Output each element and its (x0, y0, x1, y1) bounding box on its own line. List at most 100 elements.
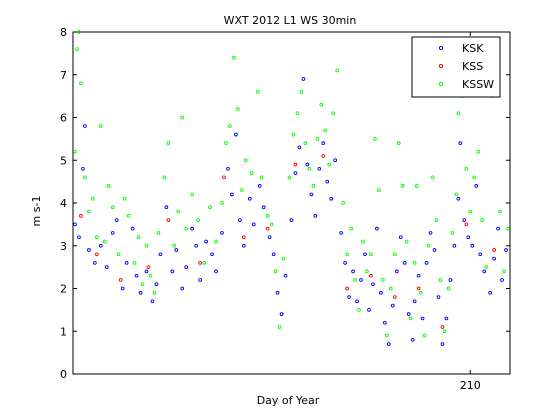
data-point (293, 162, 298, 167)
data-point (134, 273, 139, 278)
data-point (456, 111, 461, 116)
data-point (91, 196, 95, 201)
data-point (400, 184, 405, 188)
data-point (468, 209, 473, 214)
data-point (291, 132, 296, 137)
y-tick-label: 1 (60, 325, 67, 338)
data-point (478, 252, 483, 257)
data-point (309, 192, 314, 197)
legend: KSK KSS KSSW (411, 36, 501, 98)
data-point (281, 256, 286, 261)
data-point (384, 333, 389, 338)
data-point (172, 243, 177, 248)
data-point (428, 231, 433, 235)
data-point (424, 261, 429, 265)
data-point (357, 308, 361, 312)
data-point (474, 184, 479, 188)
data-point (236, 107, 240, 111)
data-point (184, 226, 189, 231)
data-point (126, 213, 131, 218)
data-point (289, 218, 294, 222)
data-point (267, 235, 272, 240)
data-point (83, 124, 87, 128)
data-point (293, 171, 298, 175)
data-point (406, 312, 411, 316)
data-point (345, 286, 349, 291)
data-point (373, 137, 377, 141)
legend-marker (438, 63, 444, 69)
data-point (120, 286, 125, 291)
data-point (365, 269, 369, 274)
data-point (94, 235, 99, 240)
data-point (333, 158, 338, 163)
data-point (166, 218, 171, 222)
data-point (440, 342, 445, 346)
data-point (73, 222, 77, 227)
data-point (265, 226, 270, 231)
data-point (371, 282, 375, 287)
data-point (166, 141, 171, 145)
data-point (414, 184, 419, 188)
data-point (114, 218, 119, 222)
data-point (484, 265, 489, 269)
data-point (255, 89, 260, 94)
data-point (307, 166, 312, 171)
data-point (130, 226, 135, 231)
data-point (480, 218, 485, 222)
data-point (317, 166, 322, 171)
series-kssw (73, 30, 510, 338)
data-point (269, 222, 274, 227)
data-point (154, 282, 159, 287)
data-point (261, 205, 266, 210)
data-point (180, 115, 185, 120)
data-points (73, 30, 510, 346)
data-point (190, 192, 195, 197)
y-tick-label: 8 (60, 26, 67, 39)
data-point (140, 282, 145, 287)
data-point (249, 171, 254, 175)
y-tick-label: 2 (60, 283, 67, 296)
data-point (73, 149, 77, 154)
data-point (416, 273, 421, 278)
data-point (110, 231, 115, 235)
y-tick-label: 7 (60, 69, 67, 82)
data-point (104, 265, 109, 269)
legend-label: KSSW (462, 78, 494, 91)
data-point (458, 141, 463, 145)
data-point (488, 290, 492, 295)
data-point (502, 269, 506, 274)
data-point (392, 295, 397, 299)
data-point (313, 213, 318, 218)
data-point (432, 248, 437, 252)
data-point (247, 196, 252, 201)
data-point (297, 145, 302, 150)
y-axis-label: m s-1 (30, 196, 43, 227)
data-point (132, 261, 137, 265)
data-point (273, 269, 278, 274)
data-point (116, 252, 121, 257)
data-point (422, 333, 427, 338)
data-point (176, 209, 181, 214)
data-point (492, 256, 496, 261)
data-point (408, 316, 413, 321)
data-point (361, 239, 365, 244)
data-point (390, 303, 395, 308)
data-point (418, 290, 423, 295)
data-point (148, 273, 153, 278)
data-point (144, 243, 149, 248)
data-point (396, 141, 401, 145)
data-point (118, 278, 123, 282)
data-point (102, 239, 107, 244)
x-tick-label: 210 (460, 379, 481, 392)
legend-label: KSS (462, 60, 483, 73)
y-tick-label: 4 (60, 197, 67, 210)
data-point (496, 226, 500, 231)
data-point (392, 252, 397, 257)
data-point (500, 278, 504, 282)
data-point (158, 252, 163, 257)
data-point (234, 132, 238, 137)
data-point (345, 252, 349, 257)
data-point (301, 77, 306, 81)
data-point (462, 218, 467, 222)
data-point (214, 239, 218, 244)
